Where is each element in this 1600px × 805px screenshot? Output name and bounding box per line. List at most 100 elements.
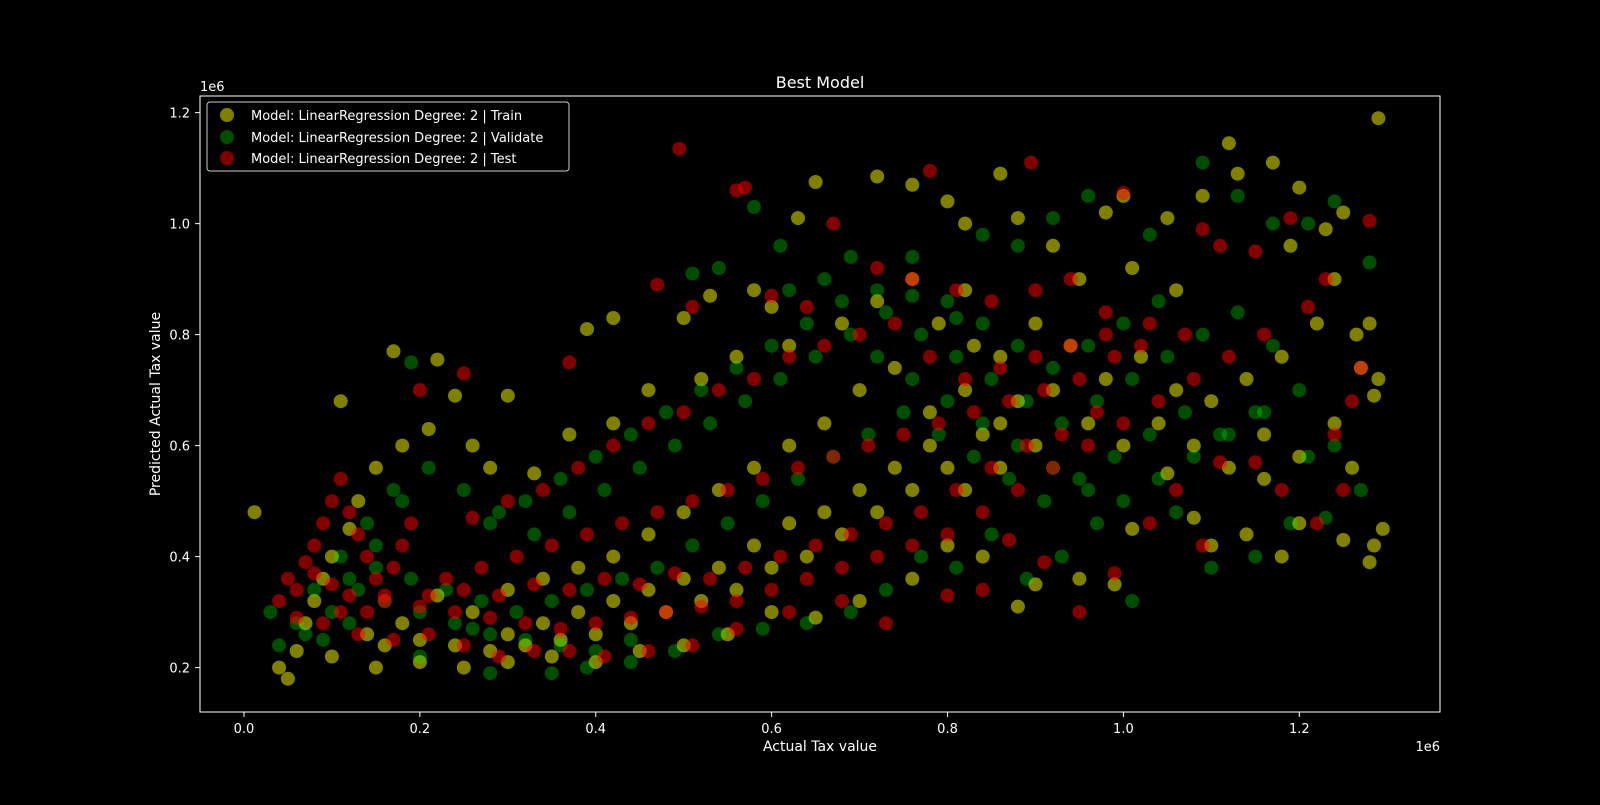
point-validate-121: [659, 405, 674, 420]
point-validate-25: [1081, 188, 1096, 203]
point-test-115: [615, 516, 630, 531]
point-test-164: [914, 505, 929, 520]
point-train-126: [500, 627, 515, 642]
point-validate-68: [421, 460, 436, 475]
point-test-28: [835, 594, 849, 608]
point-test-50: [342, 505, 357, 520]
point-train-12: [747, 283, 761, 298]
point-validate-41: [1090, 516, 1104, 531]
point-validate-90: [1195, 327, 1210, 342]
point-train-124: [571, 605, 586, 620]
point-train-29: [1195, 188, 1210, 203]
point-train-119: [747, 538, 761, 553]
point-test-93: [729, 594, 744, 608]
point-train-136: [817, 416, 832, 431]
legend-label-test: Model: LinearRegression Degree: 2 | Test: [251, 152, 517, 167]
point-validate-73: [597, 483, 612, 497]
point-validate-16: [747, 200, 761, 214]
point-test-153: [527, 577, 542, 592]
point-validate-46: [914, 549, 929, 564]
point-validate-21: [949, 311, 964, 325]
point-test-132: [536, 483, 550, 497]
point-test-2: [738, 180, 753, 195]
point-validate-145: [1151, 294, 1166, 309]
point-validate-95: [1213, 427, 1228, 442]
point-train-15: [808, 175, 823, 189]
point-train-48: [1274, 549, 1289, 564]
point-train-106: [1239, 372, 1254, 386]
point-test-65: [870, 261, 885, 275]
point-train-55: [1107, 577, 1122, 592]
point-test-10: [1353, 360, 1368, 375]
point-validate-103: [931, 427, 946, 442]
point-validate-144: [1327, 438, 1342, 453]
point-validate-71: [527, 527, 542, 542]
point-validate-92: [1265, 338, 1280, 353]
point-train-141: [641, 527, 656, 542]
point-train-42: [1375, 521, 1390, 536]
point-train-143: [571, 560, 586, 575]
point-test-57: [404, 516, 419, 531]
point-validate-150: [975, 316, 990, 331]
point-train-11: [703, 288, 718, 303]
point-test-106: [307, 566, 322, 581]
point-train-125: [536, 616, 550, 631]
point-train-49: [1257, 471, 1272, 486]
point-test-55: [386, 560, 401, 575]
point-validate-47: [879, 582, 893, 597]
point-train-133: [922, 405, 937, 420]
point-train-103: [1134, 349, 1148, 364]
y-tick-label: 1.0: [169, 218, 190, 233]
point-validate-101: [1002, 471, 1017, 486]
point-validate-138: [1081, 483, 1096, 497]
x-tick-label: 0.0: [234, 722, 255, 737]
point-test-104: [342, 588, 357, 603]
point-train-123: [606, 594, 621, 608]
point-test-159: [738, 560, 753, 575]
point-test-102: [412, 599, 427, 614]
point-test-91: [799, 571, 814, 586]
point-validate-52: [667, 644, 682, 658]
point-test-89: [870, 549, 885, 564]
point-validate-48: [843, 605, 858, 620]
point-train-129: [395, 616, 410, 631]
point-validate-131: [835, 294, 849, 309]
point-test-61: [650, 277, 665, 292]
point-validate-9: [465, 621, 480, 636]
point-validate-44: [984, 527, 999, 542]
point-test-68: [984, 294, 999, 309]
point-validate-119: [368, 560, 383, 575]
point-test-4: [922, 163, 937, 178]
point-validate-105: [861, 427, 876, 442]
point-validate-87: [1090, 394, 1104, 409]
point-test-88: [905, 538, 920, 553]
point-validate-57: [483, 627, 498, 642]
point-validate-56: [518, 632, 533, 647]
point-test-37: [456, 638, 471, 653]
point-train-53: [1160, 466, 1175, 481]
point-test-141: [852, 327, 867, 342]
point-train-43: [1362, 555, 1377, 570]
point-validate-4: [342, 571, 357, 586]
point-test-69: [1028, 283, 1043, 298]
point-train-137: [782, 438, 797, 453]
point-train-31: [1230, 166, 1245, 181]
point-test-3: [826, 216, 841, 231]
point-validate-118: [404, 571, 419, 586]
point-train-7: [500, 388, 515, 403]
point-validate-19: [870, 283, 885, 298]
point-test-134: [606, 438, 621, 453]
point-test-96: [623, 610, 638, 625]
point-train-64: [764, 605, 779, 620]
point-test-92: [764, 582, 779, 597]
point-test-30: [729, 621, 744, 636]
point-test-86: [975, 505, 990, 520]
point-validate-0: [263, 605, 278, 620]
x-offset-label: 1e6: [1415, 740, 1440, 755]
point-test-18: [1195, 538, 1210, 553]
point-test-47: [316, 516, 331, 531]
point-validate-93: [1292, 383, 1307, 398]
point-train-35: [1318, 222, 1333, 237]
